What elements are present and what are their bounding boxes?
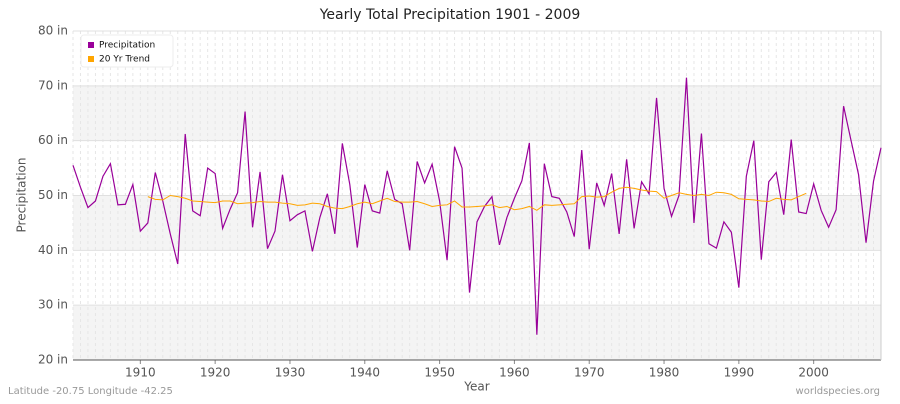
series-line — [72, 77, 882, 335]
x-tick-label: 1950 — [424, 366, 455, 380]
series-line — [147, 186, 807, 211]
x-axis-label: Year — [463, 380, 489, 394]
y-tick-label: 80 in — [38, 24, 68, 38]
x-tick-label: 1990 — [724, 366, 755, 380]
legend-label: Precipitation — [99, 41, 155, 51]
legend-swatch — [88, 56, 94, 62]
x-tick-label: 2000 — [798, 366, 829, 380]
x-tick-label: 1910 — [125, 366, 156, 380]
footer-location: Latitude -20.75 Longitude -42.25 — [8, 386, 173, 397]
x-tick-label: 1920 — [200, 366, 231, 380]
x-tick-label: 1970 — [574, 366, 605, 380]
y-tick-label: 50 in — [38, 188, 68, 202]
y-tick-label: 60 in — [38, 133, 68, 147]
y-tick-label: 30 in — [38, 298, 68, 312]
x-tick-label: 1940 — [350, 366, 381, 380]
grid-band — [73, 85, 881, 141]
legend-box — [80, 34, 174, 68]
x-tick-label: 1930 — [275, 366, 306, 380]
legend-swatch — [88, 42, 94, 48]
y-tick-label: 40 in — [38, 243, 68, 257]
x-tick-label: 1980 — [649, 366, 680, 380]
chart-title: Yearly Total Precipitation 1901 - 2009 — [319, 7, 581, 23]
legend-label: 20 Yr Trend — [99, 55, 150, 65]
footer-source: worldspecies.org — [796, 386, 880, 397]
x-tick-label: 1960 — [499, 366, 530, 380]
y-tick-label: 70 in — [38, 78, 68, 92]
y-tick-label: 20 in — [38, 353, 68, 367]
y-axis-label: Precipitation — [15, 157, 29, 232]
